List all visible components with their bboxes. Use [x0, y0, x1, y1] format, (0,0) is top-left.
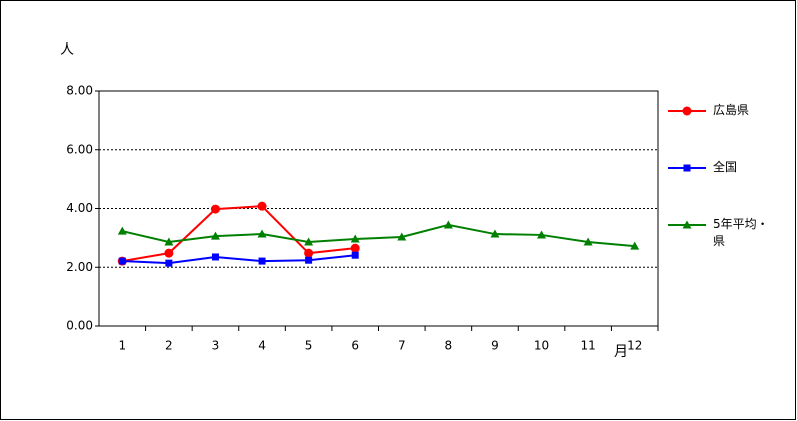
point [164, 237, 174, 246]
x-tick-label: 11 [580, 339, 595, 353]
point [257, 201, 267, 211]
point [164, 248, 174, 258]
series-line [122, 205, 356, 263]
point [583, 237, 593, 246]
point [305, 256, 313, 264]
point [304, 237, 314, 246]
point [351, 251, 359, 259]
point [258, 257, 266, 265]
x-tick-label: 4 [258, 339, 266, 353]
y-tick-label: 8.00 [66, 84, 93, 98]
point [117, 226, 127, 235]
x-tick-label: 2 [165, 339, 173, 353]
y-tick-label: 4.00 [66, 201, 93, 215]
series-line [122, 254, 356, 265]
x-tick-label: 8 [445, 339, 453, 353]
x-tick-label: 9 [491, 339, 499, 353]
point [350, 234, 360, 243]
x-tick-label: 10 [534, 339, 549, 353]
plot-area [98, 90, 659, 327]
x-tick-label: 3 [212, 339, 220, 353]
legend-marker [682, 106, 692, 116]
legend-label: 5年平均・県 [713, 217, 769, 248]
point [397, 232, 407, 241]
x-tick-label: 5 [305, 339, 313, 353]
y-tick-label: 6.00 [66, 142, 93, 156]
point [630, 241, 640, 250]
point [443, 220, 453, 229]
point [118, 257, 126, 265]
point [304, 248, 314, 258]
series-line [122, 223, 635, 248]
point [210, 231, 220, 240]
x-tick-label: 7 [398, 339, 406, 353]
y-tick-label: 0.00 [66, 319, 93, 333]
point [211, 253, 219, 261]
legend-label: 全国 [713, 160, 738, 174]
point [537, 230, 547, 239]
point [490, 229, 500, 238]
legend-label: 広島県 [713, 103, 750, 117]
x-tick-label: 1 [118, 339, 126, 353]
point [210, 204, 220, 214]
legend-marker [682, 220, 692, 229]
y-axis-label: 人 [60, 42, 74, 58]
x-tick-label: 6 [351, 339, 359, 353]
point [165, 259, 173, 267]
x-axis-label: 月 [614, 344, 628, 360]
point [257, 229, 267, 238]
point [350, 243, 360, 253]
legend-marker [683, 164, 691, 172]
y-tick-label: 2.00 [66, 260, 93, 274]
x-tick-label: 12 [627, 339, 642, 353]
